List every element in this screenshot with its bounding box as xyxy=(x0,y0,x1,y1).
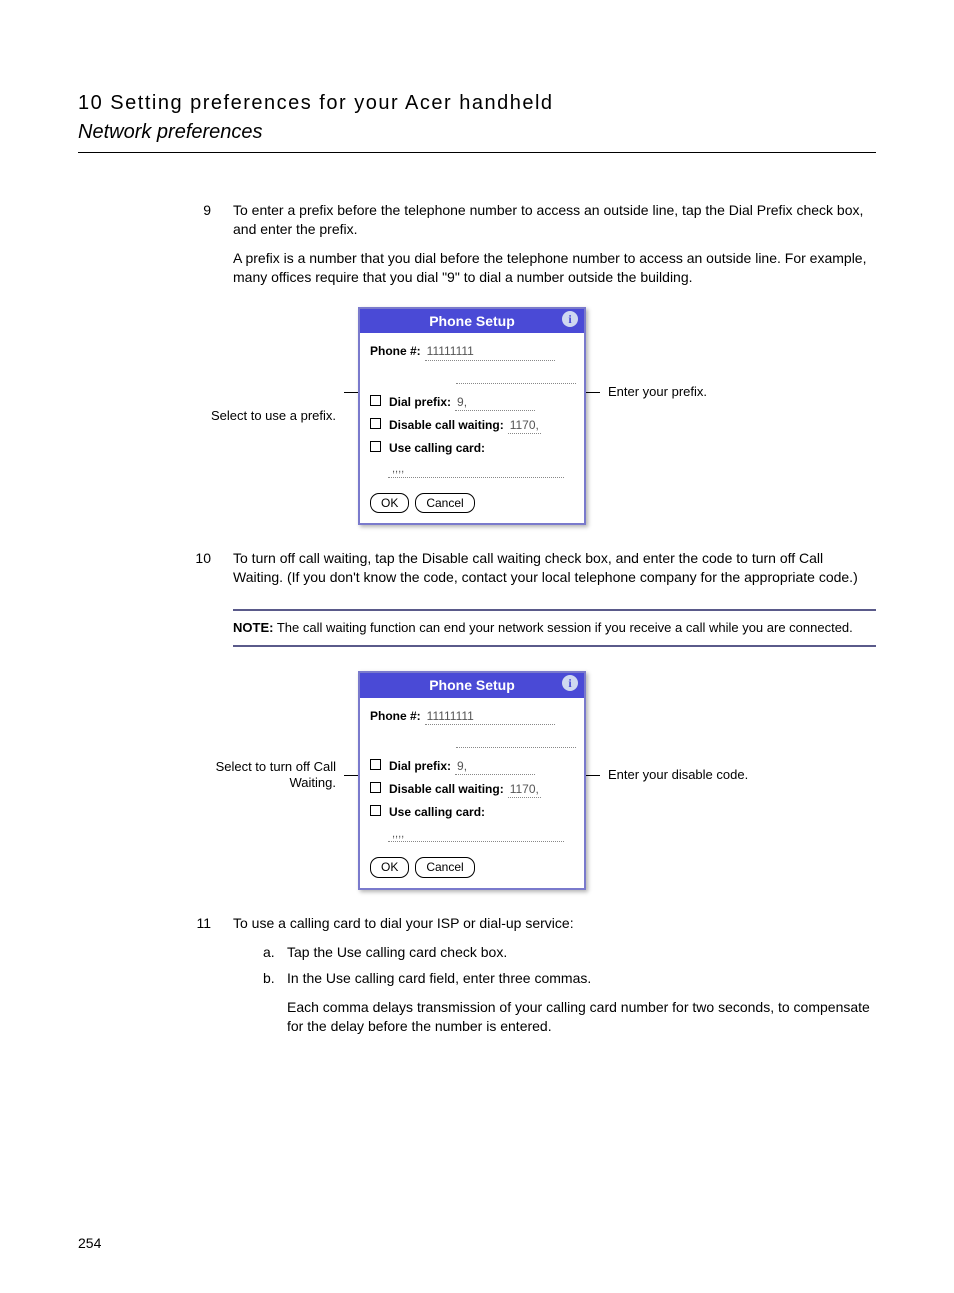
pda-title: Phone Setup xyxy=(429,677,515,693)
sub-item-b: b. In the Use calling card field, enter … xyxy=(263,969,876,1046)
dial-prefix-checkbox[interactable] xyxy=(370,759,381,770)
info-icon[interactable]: i xyxy=(562,311,578,327)
disable-cw-checkbox[interactable] xyxy=(370,418,381,429)
step-text: To use a calling card to dial your ISP o… xyxy=(233,914,876,933)
step-number: 9 xyxy=(78,201,233,297)
sub-letter: a. xyxy=(263,943,287,962)
ok-button[interactable]: OK xyxy=(370,493,409,513)
phone-row: Phone #: 11111111 xyxy=(370,708,574,725)
content-area: 9 To enter a prefix before the telephone… xyxy=(78,201,876,1054)
disable-cw-row: Disable call waiting: 1170, xyxy=(370,781,574,798)
disable-cw-row: Disable call waiting: 1170, xyxy=(370,417,574,434)
sub-letter: b. xyxy=(263,969,287,1046)
note-text: The call waiting function can end your n… xyxy=(277,620,853,635)
note-label: NOTE: xyxy=(233,620,273,635)
pda-titlebar: Phone Setup i xyxy=(360,673,584,698)
phone-label: Phone #: xyxy=(370,708,421,724)
step-text: To enter a prefix before the telephone n… xyxy=(233,201,876,239)
cancel-button[interactable]: Cancel xyxy=(415,493,474,513)
step-number: 10 xyxy=(78,549,233,597)
calling-card-checkbox[interactable] xyxy=(370,441,381,452)
step-body: To enter a prefix before the telephone n… xyxy=(233,201,876,297)
calling-card-input[interactable]: ,,,, xyxy=(388,827,564,843)
section-title: Network preferences xyxy=(78,119,876,146)
step-text: A prefix is a number that you dial befor… xyxy=(233,249,876,287)
callout-left: Select to use a prefix. xyxy=(194,408,344,424)
calling-card-label: Use calling card: xyxy=(389,440,485,456)
sub-list: a. Tap the Use calling card check box. b… xyxy=(263,943,876,1047)
callout-text: Select to turn off Call Waiting. xyxy=(216,759,336,790)
calling-card-input[interactable]: ,,,, xyxy=(388,462,564,478)
calling-card-checkbox[interactable] xyxy=(370,805,381,816)
ok-button[interactable]: OK xyxy=(370,857,409,877)
callout-text: Enter your prefix. xyxy=(608,384,707,399)
page-header: 10 Setting preferences for your Acer han… xyxy=(78,90,876,153)
disable-cw-input[interactable]: 1170, xyxy=(508,417,541,434)
callout-left: Select to turn off Call Waiting. xyxy=(194,759,344,792)
sub-text: Tap the Use calling card check box. xyxy=(287,943,876,962)
phone-input-line2[interactable] xyxy=(456,367,576,384)
calling-card-label: Use calling card: xyxy=(389,804,485,820)
pda-body: Phone #: 11111111 Dial prefix: 9, Disabl… xyxy=(360,698,584,888)
phone-input[interactable]: 11111111 xyxy=(425,343,555,360)
dial-prefix-label: Dial prefix: xyxy=(389,394,451,410)
phone-row: Phone #: 11111111 xyxy=(370,343,574,360)
callout-line xyxy=(344,392,358,393)
step-body: To use a calling card to dial your ISP o… xyxy=(233,914,876,1054)
header-rule xyxy=(78,152,876,153)
callout-text: Select to use a prefix. xyxy=(211,408,336,423)
step-11: 11 To use a calling card to dial your IS… xyxy=(78,914,876,1054)
callout-right: Enter your prefix. xyxy=(600,384,760,400)
phone-input-line2[interactable] xyxy=(456,731,576,748)
note-block: NOTE: The call waiting function can end … xyxy=(233,609,876,647)
pda-body: Phone #: 11111111 Dial prefix: 9, Disabl… xyxy=(360,333,584,523)
step-body: To turn off call waiting, tap the Disabl… xyxy=(233,549,876,597)
disable-cw-label: Disable call waiting: xyxy=(389,781,504,797)
sub-text: Each comma delays transmission of your c… xyxy=(287,998,876,1036)
calling-card-row: Use calling card: xyxy=(370,804,574,820)
phone-input[interactable]: 11111111 xyxy=(425,708,555,725)
pda-button-row: OK Cancel xyxy=(370,857,475,877)
step-text: To turn off call waiting, tap the Disabl… xyxy=(233,549,876,587)
step-9: 9 To enter a prefix before the telephone… xyxy=(78,201,876,297)
disable-cw-checkbox[interactable] xyxy=(370,782,381,793)
callout-text: Enter your disable code. xyxy=(608,767,748,782)
figure-1: Select to use a prefix. Phone Setup i Ph… xyxy=(78,307,876,526)
callout-line xyxy=(586,392,600,393)
sub-text: In the Use calling card field, enter thr… xyxy=(287,969,876,988)
dial-prefix-row: Dial prefix: 9, xyxy=(370,758,574,775)
dial-prefix-row: Dial prefix: 9, xyxy=(370,394,574,411)
calling-card-row: Use calling card: xyxy=(370,440,574,456)
sub-item-a: a. Tap the Use calling card check box. xyxy=(263,943,876,962)
dial-prefix-checkbox[interactable] xyxy=(370,395,381,406)
step-number: 11 xyxy=(78,914,233,1054)
phone-label: Phone #: xyxy=(370,343,421,359)
chapter-title: 10 Setting preferences for your Acer han… xyxy=(78,90,876,117)
dial-prefix-input[interactable]: 9, xyxy=(455,394,535,411)
callout-line xyxy=(344,775,358,776)
callout-right: Enter your disable code. xyxy=(600,767,760,783)
sub-body: In the Use calling card field, enter thr… xyxy=(287,969,876,1046)
page-number: 254 xyxy=(78,1234,876,1253)
figure-2: Select to turn off Call Waiting. Phone S… xyxy=(78,671,876,890)
cancel-button[interactable]: Cancel xyxy=(415,857,474,877)
disable-cw-label: Disable call waiting: xyxy=(389,417,504,433)
pda-title: Phone Setup xyxy=(429,313,515,329)
pda-titlebar: Phone Setup i xyxy=(360,309,584,334)
info-icon[interactable]: i xyxy=(562,675,578,691)
disable-cw-input[interactable]: 1170, xyxy=(508,781,541,798)
step-10: 10 To turn off call waiting, tap the Dis… xyxy=(78,549,876,597)
pda-button-row: OK Cancel xyxy=(370,493,475,513)
dial-prefix-label: Dial prefix: xyxy=(389,758,451,774)
callout-line xyxy=(586,775,600,776)
pda-screenshot: Phone Setup i Phone #: 11111111 Dial pre… xyxy=(358,307,586,526)
pda-screenshot: Phone Setup i Phone #: 11111111 Dial pre… xyxy=(358,671,586,890)
dial-prefix-input[interactable]: 9, xyxy=(455,758,535,775)
